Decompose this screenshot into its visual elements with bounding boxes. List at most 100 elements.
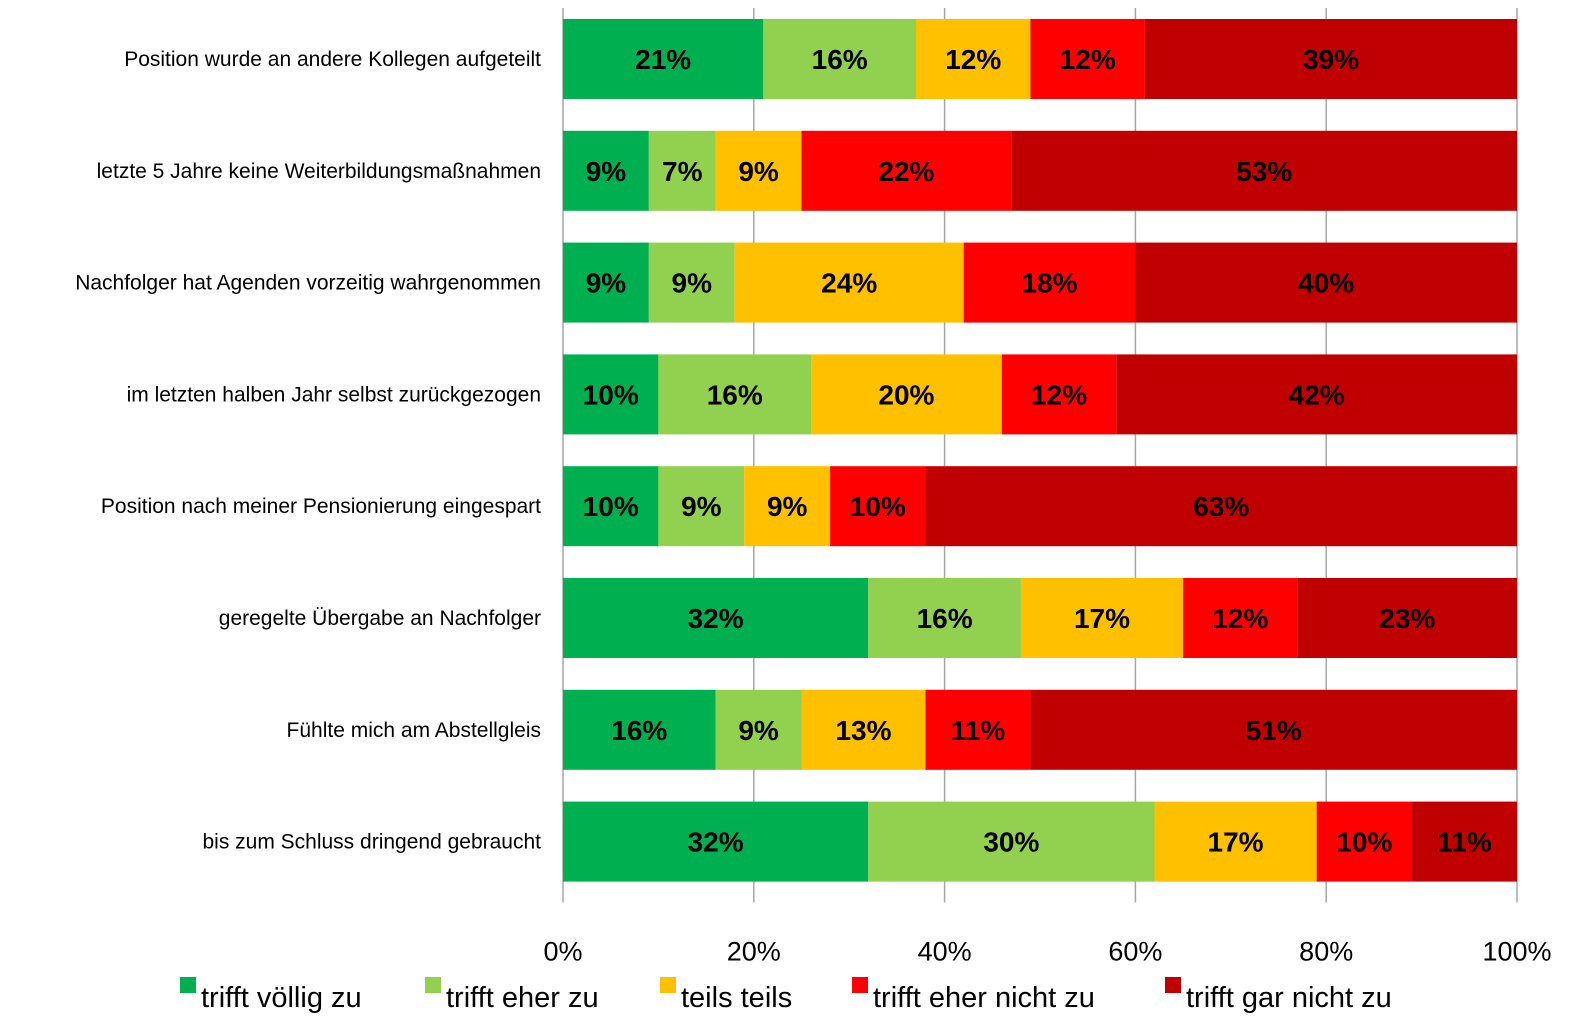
- x-tick-label: 40%: [918, 936, 972, 966]
- data-label: 32%: [688, 603, 744, 634]
- legend-swatch: [425, 977, 441, 993]
- bar-segment: [744, 466, 831, 547]
- bar-segment: [1135, 242, 1517, 323]
- bar-segment: [563, 130, 649, 211]
- bar-segment: [734, 242, 964, 323]
- data-label: 9%: [738, 156, 779, 187]
- bar-segment: [563, 354, 659, 435]
- x-tick-label: 0%: [543, 936, 582, 966]
- data-label: 24%: [821, 268, 877, 299]
- bar-segment: [648, 242, 735, 323]
- category-label: Fühlte mich am Abstellgleis: [287, 719, 541, 742]
- category-labels: Position wurde an andere Kollegen aufget…: [75, 48, 541, 854]
- bar-segment: [1030, 19, 1145, 99]
- data-label: 12%: [1060, 44, 1116, 75]
- bar-segment: [925, 689, 1031, 770]
- legend-swatch: [180, 977, 196, 993]
- bar-segment: [1316, 801, 1413, 882]
- bar-segment: [925, 466, 1517, 547]
- bar-segment: [963, 242, 1136, 323]
- data-label: 16%: [812, 44, 868, 75]
- data-label: 9%: [586, 268, 627, 299]
- bar-segment: [868, 578, 1021, 658]
- bar-segment: [715, 689, 802, 770]
- data-label: 9%: [738, 715, 779, 746]
- bar-segment: [1030, 689, 1517, 770]
- data-label: 53%: [1236, 156, 1292, 187]
- bar-segment: [563, 19, 764, 99]
- data-label: 16%: [611, 715, 667, 746]
- legend-label: trifft gar nicht zu: [1186, 982, 1392, 1014]
- bar-segment: [1412, 801, 1517, 882]
- data-label: 18%: [1022, 268, 1078, 299]
- bar-segment: [563, 578, 869, 658]
- data-label: 20%: [878, 379, 934, 410]
- data-label: 21%: [635, 44, 691, 75]
- data-label: 17%: [1074, 603, 1130, 634]
- data-label: 12%: [1212, 603, 1268, 634]
- data-label: 10%: [583, 379, 639, 410]
- data-label: 9%: [672, 268, 713, 299]
- legend-label: trifft völlig zu: [201, 982, 362, 1014]
- bar-segment: [811, 354, 1002, 435]
- bar-segment: [801, 689, 926, 770]
- bar-segment: [715, 130, 802, 211]
- data-label: 63%: [1193, 491, 1249, 522]
- data-label: 16%: [917, 603, 973, 634]
- bar-segment: [1144, 19, 1517, 99]
- x-axis-ticks: 0% 20% 40% 60% 80% 100%: [543, 936, 1551, 966]
- bars: 21% 16% 12% 12% 39% 9% 7% 9% 22% 53% 9% 9% 24% 18% 40%…: [563, 19, 1517, 882]
- bar-segment: [1011, 130, 1517, 211]
- x-tick-label: 80%: [1299, 936, 1353, 966]
- data-label: 51%: [1246, 715, 1302, 746]
- bar-segment: [915, 19, 1031, 99]
- legend-label: trifft eher zu: [446, 982, 599, 1014]
- legend-swatch: [852, 977, 868, 993]
- data-label: 9%: [681, 491, 722, 522]
- data-label: 22%: [878, 156, 934, 187]
- bar-segment: [801, 130, 1012, 211]
- category-label: im letzten halben Jahr selbst zurückgezo…: [127, 383, 541, 406]
- data-label: 39%: [1303, 44, 1359, 75]
- data-label: 12%: [945, 44, 1001, 75]
- legend-swatch: [660, 977, 676, 993]
- bar-segment: [1001, 354, 1117, 435]
- data-label: 9%: [586, 156, 627, 187]
- bar-segment: [1297, 578, 1517, 658]
- data-label: 13%: [835, 715, 891, 746]
- data-label: 32%: [688, 827, 744, 858]
- data-label: 42%: [1289, 379, 1345, 410]
- data-label: 11%: [1437, 827, 1492, 858]
- category-label: bis zum Schluss dringend gebraucht: [202, 831, 541, 854]
- data-label: 9%: [767, 491, 808, 522]
- data-label: 17%: [1208, 827, 1264, 858]
- legend-swatch: [1165, 977, 1181, 993]
- x-tick-label: 100%: [1482, 936, 1551, 966]
- bar-segment: [563, 466, 659, 547]
- bar-segment: [1183, 578, 1298, 658]
- data-label: 7%: [662, 156, 703, 187]
- bar-segment: [648, 130, 716, 211]
- bar-segment: [658, 354, 812, 435]
- data-label: 12%: [1031, 379, 1087, 410]
- category-label: Nachfolger hat Agenden vorzeitig wahrgen…: [75, 272, 541, 295]
- x-tick-label: 20%: [727, 936, 781, 966]
- data-label: 40%: [1298, 268, 1354, 299]
- data-label: 11%: [951, 715, 1006, 746]
- bar-segment: [563, 801, 869, 882]
- data-label: 10%: [583, 491, 639, 522]
- bar-segment: [868, 801, 1155, 882]
- bar-segment: [563, 242, 649, 323]
- bar-segment: [763, 19, 916, 99]
- bar-segment: [1116, 354, 1517, 435]
- x-tick-label: 60%: [1108, 936, 1162, 966]
- bar-segment: [830, 466, 926, 547]
- category-label: geregelte Übergabe an Nachfolger: [219, 607, 541, 630]
- category-label: Position nach meiner Pensionierung einge…: [101, 495, 541, 518]
- category-label: letzte 5 Jahre keine Weiterbildungsmaßna…: [97, 160, 541, 183]
- data-label: 16%: [707, 379, 763, 410]
- legend-label: teils teils: [681, 982, 792, 1014]
- bar-segment: [563, 689, 716, 770]
- category-label: Position wurde an andere Kollegen aufget…: [124, 48, 541, 71]
